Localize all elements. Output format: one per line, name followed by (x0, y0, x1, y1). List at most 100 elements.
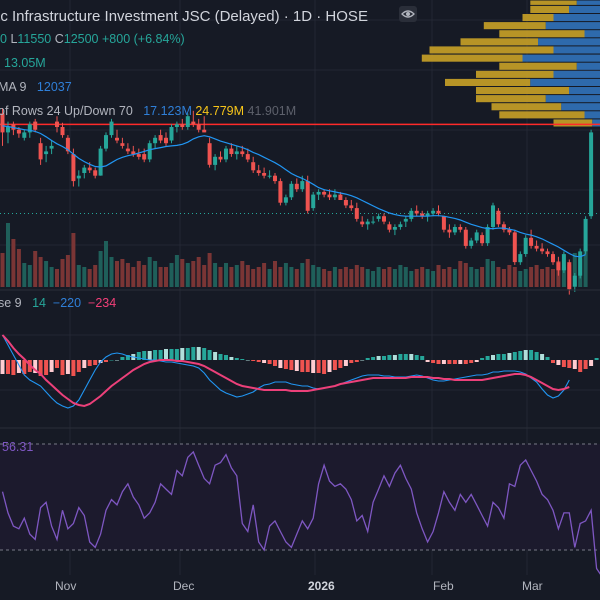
volume-bar (60, 259, 65, 287)
volume-profile (0, 0, 600, 215)
candle-body (202, 129, 207, 133)
volume-bar (474, 269, 479, 287)
volume-bar (22, 263, 27, 287)
macd-hist-bar (202, 348, 207, 360)
macd-hist-bar (387, 355, 392, 360)
volume-bar (0, 253, 5, 287)
volume-bar (229, 267, 234, 287)
volume-bar (164, 267, 168, 287)
macd-pane (0, 334, 599, 409)
macd-hist-bar (224, 355, 228, 360)
macd-hist-bar (567, 360, 572, 368)
candle-body (136, 154, 141, 157)
volume-profile-up (460, 38, 538, 46)
volume-bar (425, 269, 430, 287)
eye-icon[interactable] (399, 6, 417, 22)
candle-body (289, 183, 294, 198)
volume-bar (523, 269, 528, 287)
macd-hist-bar (283, 360, 288, 369)
candle-body (169, 127, 174, 141)
volume-bar (120, 259, 125, 287)
signal-line (1, 334, 570, 408)
rsi-pane (0, 443, 600, 575)
macd-hist-bar (273, 360, 277, 366)
macd-hist-bar (60, 360, 65, 375)
candle-body (267, 175, 272, 177)
volume-bar (98, 251, 103, 287)
macd-hist-bar (583, 360, 588, 369)
macd-hist-bar (142, 351, 147, 360)
volume-profile-up (421, 54, 523, 62)
macd-hist-bar (164, 349, 168, 360)
candle-body (240, 151, 245, 155)
macd-hist-bar (82, 360, 87, 368)
macd-hist-bar (109, 360, 114, 361)
candle-body (561, 254, 566, 271)
candle-body (360, 221, 365, 225)
candle-body (458, 227, 463, 230)
candle-body (316, 191, 321, 195)
ohlc-close-value: 12500 (63, 32, 99, 46)
macd-hist-bar (245, 360, 250, 361)
macd-hist-bar (180, 348, 185, 360)
macd-hist-bar (251, 360, 256, 361)
candle-body (567, 262, 572, 290)
macd-hist-bar (501, 354, 506, 360)
ohlc-close-label: C (54, 32, 64, 46)
candle-body (273, 175, 277, 182)
rsi-band (0, 444, 600, 550)
volume-bar (11, 239, 16, 287)
macd-hist-bar (485, 356, 490, 360)
macd-hist-bar (65, 360, 70, 374)
volume-profile-up (491, 103, 562, 111)
macd-hist-bar (322, 360, 327, 374)
volume-profile-up (476, 87, 569, 95)
macd-hist-bar (365, 358, 370, 360)
macd-hist-bar (16, 360, 21, 373)
volume-profile-down (584, 30, 600, 38)
macd-hist-bar (11, 360, 16, 375)
volume-bar (501, 269, 506, 287)
x-label-mar: Mar (522, 579, 543, 593)
volume-bar (109, 257, 114, 287)
volume-bar (414, 269, 419, 287)
macd-hist-bar (104, 360, 108, 362)
macd-hist-bar (360, 360, 365, 361)
macd-hist-bar (561, 360, 566, 367)
macd-hist-bar (196, 347, 201, 360)
volume-bar (174, 255, 179, 287)
macd-hist-bar (572, 360, 577, 369)
macd-hist-bar (120, 357, 125, 360)
macd-hist-bar (496, 354, 501, 360)
volume-bar (409, 271, 414, 287)
macd-hist-bar (174, 349, 179, 360)
volume-bar (93, 265, 98, 287)
volume-bar (267, 269, 272, 287)
candle-body (16, 129, 21, 134)
volume-bar (551, 269, 555, 287)
volume-bar (360, 267, 365, 287)
macd-hist-bar (49, 360, 54, 372)
candle-body (518, 254, 523, 263)
candle-body (376, 216, 381, 219)
candle-body (332, 194, 337, 198)
candle-body (55, 121, 59, 127)
macd-hist-bar (469, 360, 474, 363)
volume-bar (27, 265, 32, 287)
volume-bar (349, 269, 354, 287)
ohlc-low-value: 11550 (17, 32, 52, 46)
macd-value: −220 (52, 296, 82, 310)
volume-bar (240, 261, 245, 287)
candle-body (49, 145, 54, 149)
macd-hist-bar (240, 359, 245, 360)
candle-body (245, 154, 250, 160)
volume-bar (224, 263, 228, 287)
candle-body (485, 227, 490, 244)
macd-hist-bar (458, 360, 463, 364)
macd-hist-bar (578, 360, 583, 372)
macd-hist-bar (6, 360, 10, 374)
macd-hist-bar (234, 358, 239, 360)
volume-bar (278, 267, 283, 287)
volume-bar (529, 267, 534, 287)
vp-down: 24.779M (195, 104, 245, 118)
